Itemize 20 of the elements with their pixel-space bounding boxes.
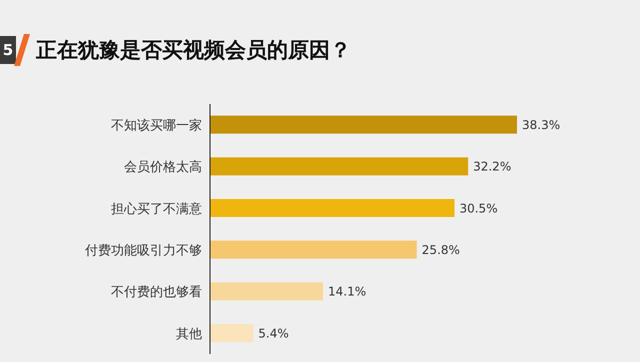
y-tick-label: 其他 bbox=[176, 326, 202, 342]
bar bbox=[210, 240, 417, 259]
y-tick-label: 会员价格太高 bbox=[124, 159, 202, 176]
chart-title: 正在犹豫是否买视频会员的原因？ bbox=[36, 37, 351, 64]
bar bbox=[210, 199, 454, 217]
data-label: 25.8% bbox=[422, 242, 460, 257]
bar bbox=[210, 157, 468, 176]
bar bbox=[210, 282, 324, 300]
y-tick-label: 不付费的也够看 bbox=[111, 285, 202, 300]
text: 5 bbox=[0, 36, 16, 64]
data-label: 32.2% bbox=[473, 160, 512, 174]
data-label: 14.1% bbox=[328, 284, 366, 299]
y-tick-label: 担心买了不满意 bbox=[111, 200, 202, 217]
bar bbox=[210, 324, 254, 342]
data-label: 38.3% bbox=[522, 118, 560, 132]
y-tick-label: 不知该买哪一家 bbox=[111, 117, 202, 134]
data-label: 5.4% bbox=[258, 326, 289, 340]
bar bbox=[210, 116, 517, 134]
data-label: 30.5% bbox=[459, 201, 498, 216]
y-tick-label: 付费功能吸引力不够 bbox=[84, 243, 202, 258]
